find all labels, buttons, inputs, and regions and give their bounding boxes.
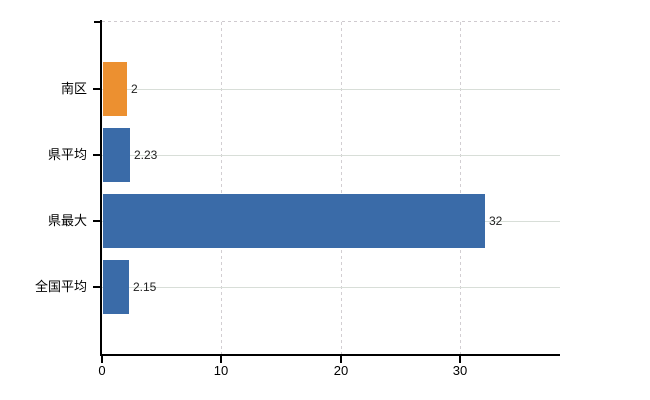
v-gridline xyxy=(221,22,222,354)
bar-value-label-4: 2.15 xyxy=(133,280,157,294)
bar-3 xyxy=(103,194,485,248)
y-axis-top-tick xyxy=(94,21,101,23)
v-gridline xyxy=(341,22,342,354)
x-tick-10 xyxy=(220,356,222,363)
bar-value-label-1: 2 xyxy=(131,82,138,96)
h-gridline xyxy=(102,89,560,90)
bar-4 xyxy=(103,260,129,314)
plot-top-border xyxy=(102,21,560,22)
x-tick-label-0: 0 xyxy=(98,363,106,378)
category-label-3: 県最大 xyxy=(47,213,87,228)
h-gridline xyxy=(102,155,560,156)
category-label-4: 全国平均 xyxy=(34,279,87,294)
bar-1 xyxy=(103,62,127,116)
x-tick-0 xyxy=(101,356,103,363)
category-tick xyxy=(93,286,100,288)
v-gridline xyxy=(460,22,461,354)
category-label-1: 南区 xyxy=(60,81,87,96)
category-label-2: 県平均 xyxy=(47,147,87,162)
x-tick-label-10: 10 xyxy=(213,363,229,378)
x-tick-30 xyxy=(459,356,461,363)
x-axis-line xyxy=(100,354,560,356)
bar-2 xyxy=(103,128,130,182)
x-tick-label-20: 20 xyxy=(333,363,349,378)
category-tick xyxy=(93,154,100,156)
y-axis-line xyxy=(100,20,102,356)
category-tick xyxy=(93,220,100,222)
bar-value-label-2: 2.23 xyxy=(134,148,158,162)
x-tick-label-30: 30 xyxy=(452,363,468,378)
h-gridline xyxy=(102,287,560,288)
x-tick-20 xyxy=(340,356,342,363)
bar-value-label-3: 32 xyxy=(489,214,503,228)
category-tick xyxy=(93,88,100,90)
